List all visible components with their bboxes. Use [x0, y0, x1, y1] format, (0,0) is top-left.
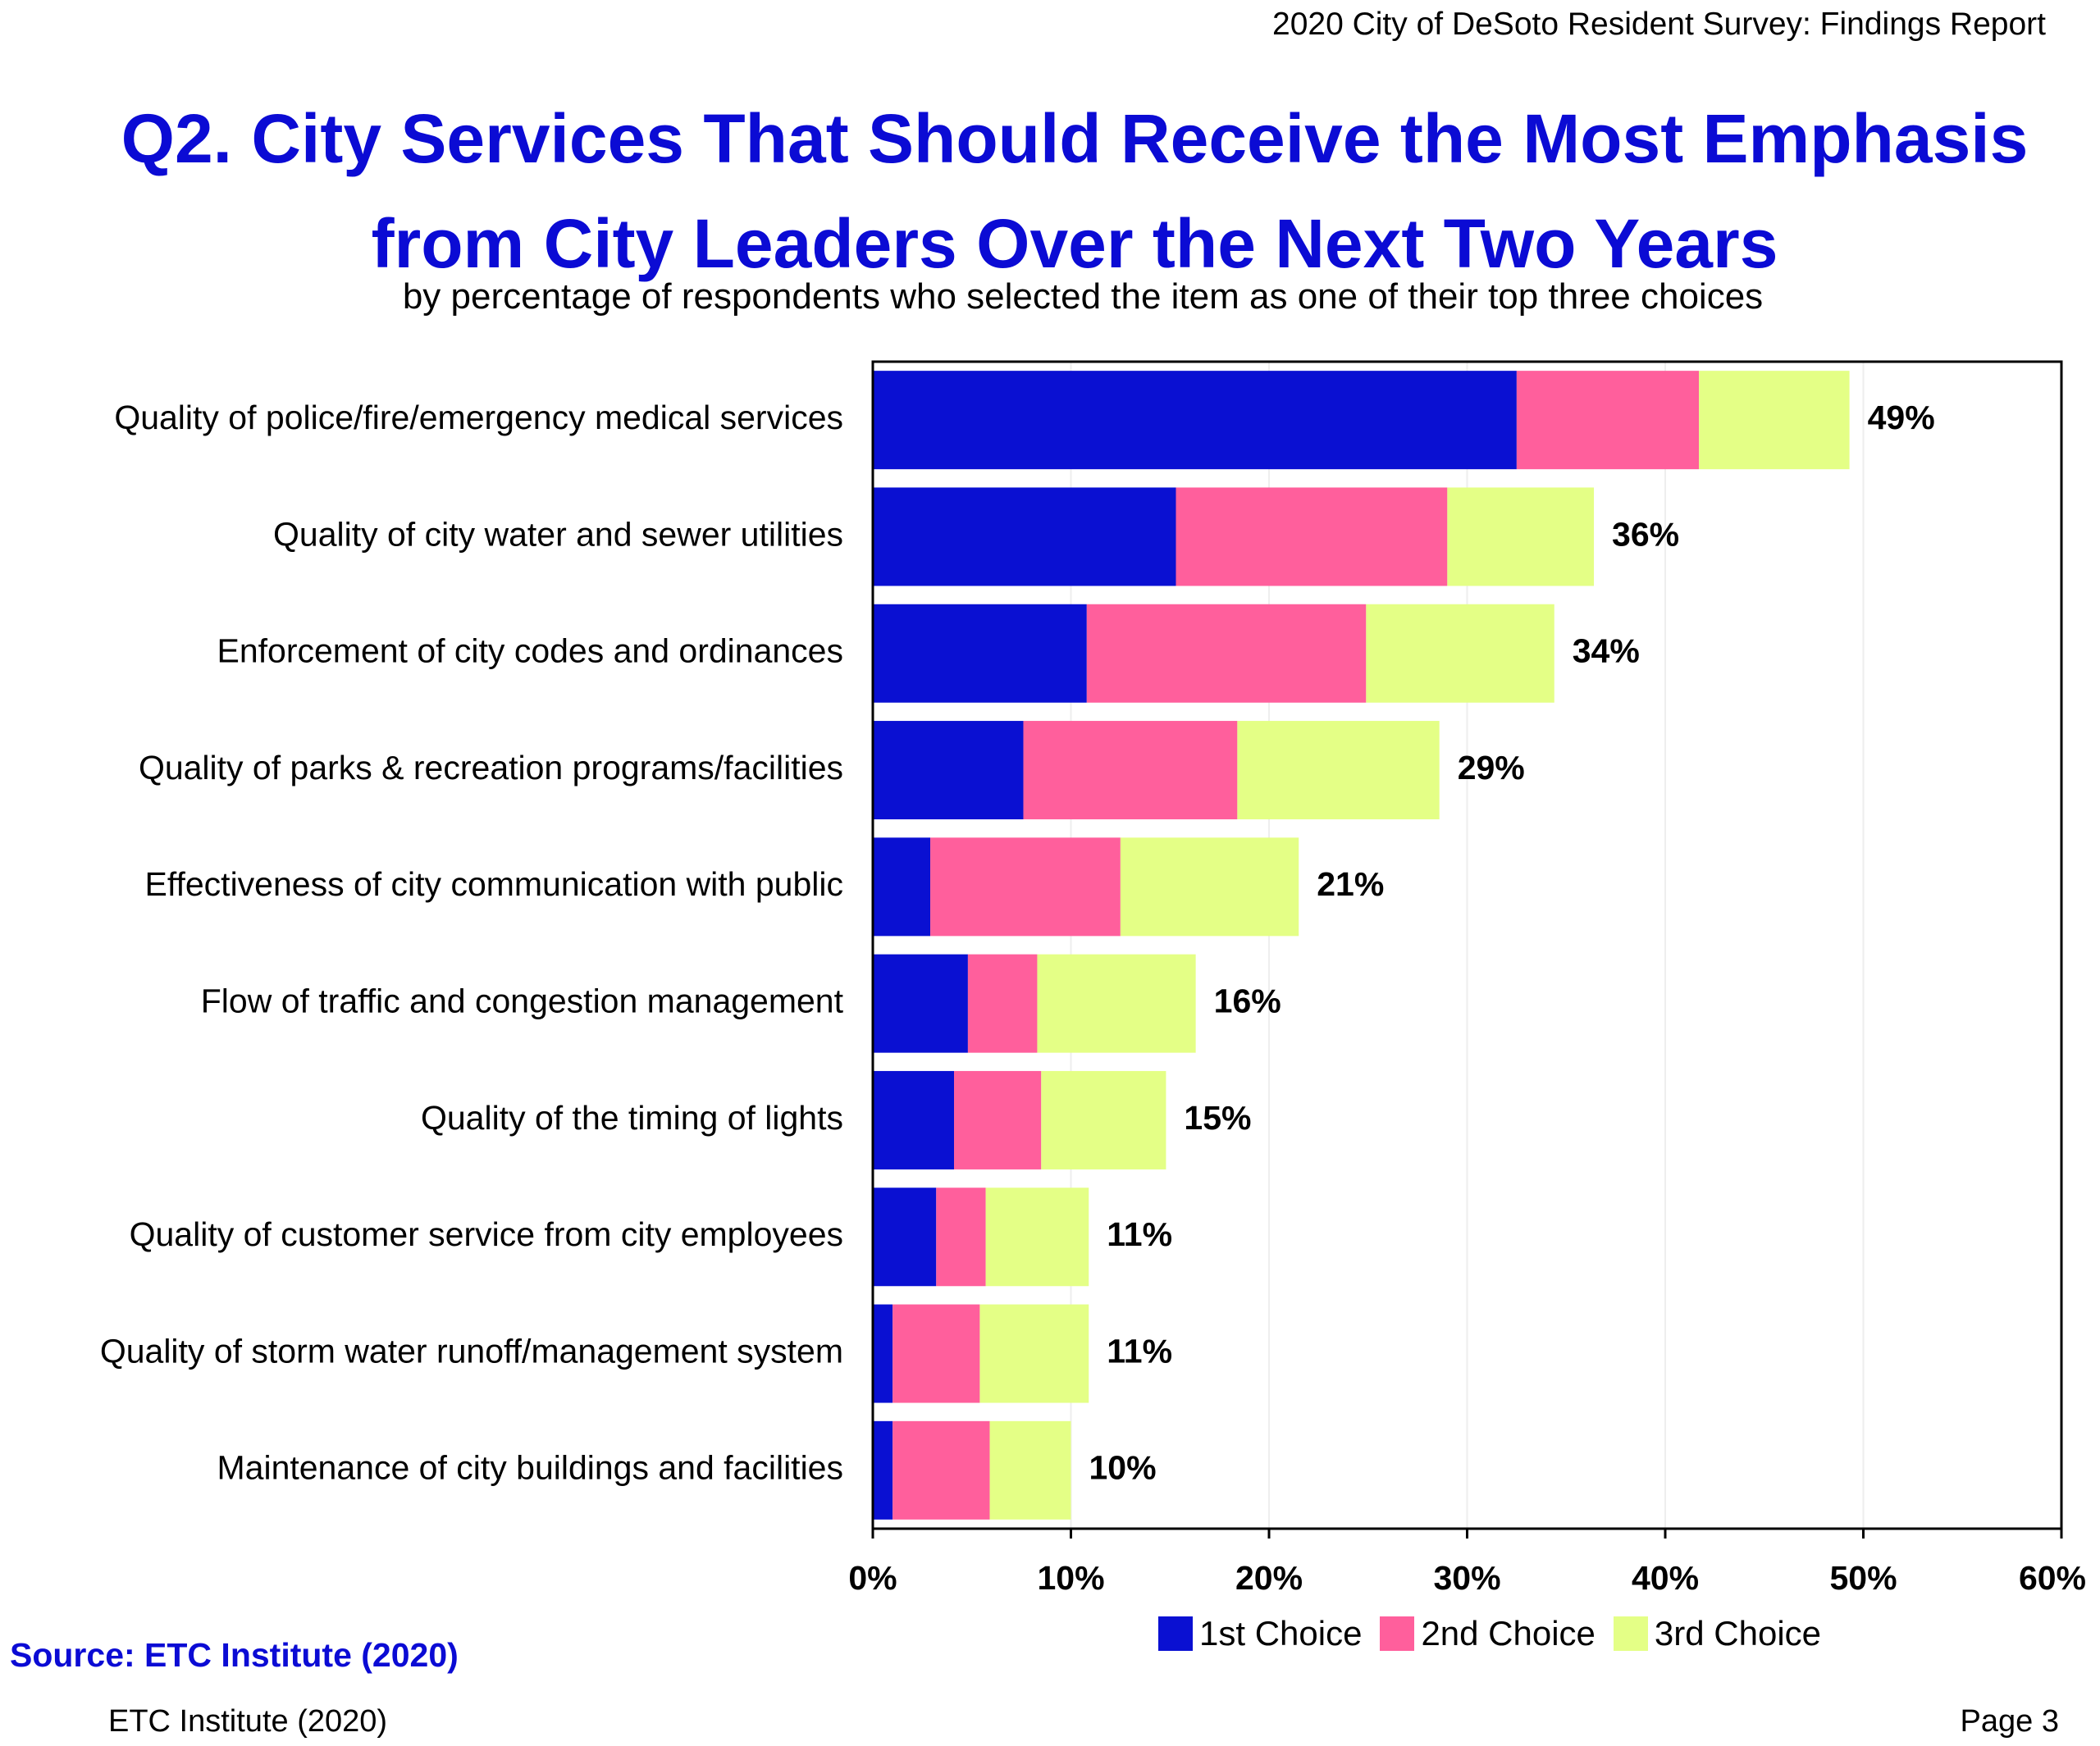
bar-1st-choice-8 — [873, 1188, 937, 1287]
report-header: 2020 City of DeSoto Resident Survey: Fin… — [1272, 7, 2046, 42]
x-tick-label: 30% — [1433, 1559, 1500, 1597]
source-note: Source: ETC Institute (2020) — [10, 1636, 459, 1674]
bar-2nd-choice-10 — [892, 1420, 990, 1520]
x-tick-label: 20% — [1235, 1559, 1303, 1597]
bar-3rd-choice-1 — [1699, 371, 1850, 470]
bar-2nd-choice-3 — [1086, 604, 1367, 703]
category-label: Quality of the timing of lights — [421, 1099, 843, 1137]
total-value-label: 11% — [1107, 1332, 1172, 1370]
total-value-label: 21% — [1317, 865, 1384, 903]
chart-title-line-2: from City Leaders Over the Next Two Year… — [371, 205, 1778, 282]
bar-2nd-choice-1 — [1516, 371, 1700, 470]
bar-1st-choice-6 — [873, 954, 968, 1053]
legend-label-1st-choice: 1st Choice — [1199, 1614, 1363, 1653]
chart-subtitle: by percentage of respondents who selecte… — [402, 276, 1764, 317]
legend-item-3rd-choice: 3rd Choice — [1613, 1614, 1822, 1653]
category-label: Maintenance of city buildings and facili… — [217, 1449, 844, 1487]
category-label: Effectiveness of city communication with… — [144, 865, 843, 903]
total-value-label: 49% — [1868, 399, 1935, 436]
total-value-label: 10% — [1089, 1449, 1157, 1487]
category-label: Enforcement of city codes and ordinances — [217, 632, 844, 670]
legend-swatch-3rd-choice — [1613, 1616, 1648, 1651]
bar-2nd-choice-2 — [1176, 487, 1448, 586]
page-number: Page 3 — [1960, 1704, 2059, 1739]
bar-1st-choice-9 — [873, 1304, 893, 1403]
bar-1st-choice-4 — [873, 721, 1024, 820]
total-value-label: 29% — [1458, 749, 1525, 786]
bar-3rd-choice-7 — [1041, 1070, 1166, 1169]
legend-item-2nd-choice: 2nd Choice — [1380, 1614, 1596, 1653]
category-label: Quality of storm water runoff/management… — [100, 1332, 843, 1370]
category-label: Quality of customer service from city em… — [130, 1215, 843, 1253]
bar-1st-choice-2 — [873, 487, 1176, 586]
bar-2nd-choice-4 — [1023, 721, 1238, 820]
bar-3rd-choice-8 — [985, 1188, 1089, 1287]
bar-1st-choice-5 — [873, 837, 931, 937]
bar-1st-choice-10 — [873, 1420, 893, 1520]
total-value-label: 36% — [1612, 515, 1679, 553]
category-label: Quality of parks & recreation programs/f… — [139, 749, 843, 786]
bar-2nd-choice-6 — [967, 954, 1038, 1053]
bar-3rd-choice-6 — [1037, 954, 1196, 1053]
x-tick-label: 50% — [1829, 1559, 1897, 1597]
x-tick-label: 60% — [2019, 1559, 2086, 1597]
category-label: Flow of traffic and congestion managemen… — [201, 982, 844, 1019]
chart-title: Q2. City Services That Should Receive th… — [0, 86, 2100, 296]
bar-1st-choice-1 — [873, 371, 1517, 470]
bar-3rd-choice-4 — [1237, 721, 1440, 820]
total-value-label: 15% — [1184, 1099, 1251, 1137]
legend-item-1st-choice: 1st Choice — [1158, 1614, 1362, 1653]
bar-2nd-choice-9 — [892, 1304, 980, 1403]
total-value-label: 16% — [1214, 982, 1281, 1019]
legend-swatch-2nd-choice — [1380, 1616, 1415, 1651]
legend: 1st Choice 2nd Choice 3rd Choice — [1158, 1614, 1839, 1653]
total-value-label: 11% — [1107, 1215, 1172, 1253]
x-tick-label: 40% — [1632, 1559, 1699, 1597]
bar-3rd-choice-3 — [1366, 604, 1554, 703]
bar-1st-choice-3 — [873, 604, 1087, 703]
footer-left: ETC Institute (2020) — [108, 1704, 388, 1739]
bar-3rd-choice-10 — [989, 1420, 1071, 1520]
category-label: Quality of city water and sewer utilitie… — [273, 515, 843, 553]
legend-label-3rd-choice: 3rd Choice — [1654, 1614, 1822, 1653]
stacked-bar-chart: Quality of police/fire/emergency medical… — [100, 360, 2086, 1597]
bar-2nd-choice-8 — [936, 1188, 986, 1287]
legend-label-2nd-choice: 2nd Choice — [1421, 1614, 1596, 1653]
x-tick-label: 0% — [848, 1559, 897, 1597]
legend-swatch-1st-choice — [1158, 1616, 1193, 1651]
category-label: Quality of police/fire/emergency medical… — [114, 399, 843, 436]
bar-3rd-choice-5 — [1120, 837, 1299, 937]
x-tick-label: 10% — [1037, 1559, 1104, 1597]
chart-title-line-1: Q2. City Services That Should Receive th… — [121, 100, 2029, 177]
bar-1st-choice-7 — [873, 1070, 955, 1169]
bar-2nd-choice-7 — [954, 1070, 1042, 1169]
bar-3rd-choice-9 — [979, 1304, 1089, 1403]
bar-2nd-choice-5 — [930, 837, 1121, 937]
bar-3rd-choice-2 — [1447, 487, 1595, 586]
total-value-label: 34% — [1573, 632, 1640, 670]
